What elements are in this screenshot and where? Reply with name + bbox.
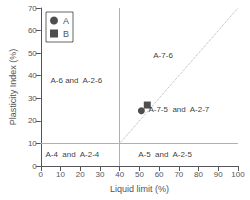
svg-text:Liquid limit (%): Liquid limit (%) <box>110 184 169 194</box>
svg-text:60: 60 <box>28 26 37 35</box>
svg-text:A-6 and A-2-6: A-6 and A-2-6 <box>50 76 102 85</box>
svg-text:40: 40 <box>28 71 37 80</box>
svg-text:40: 40 <box>115 170 124 179</box>
svg-text:60: 60 <box>155 170 164 179</box>
svg-text:50: 50 <box>28 49 37 58</box>
svg-text:A: A <box>63 16 69 26</box>
svg-text:70: 70 <box>174 170 183 179</box>
svg-text:0: 0 <box>39 170 44 179</box>
svg-text:80: 80 <box>194 170 203 179</box>
svg-text:A-7-6: A-7-6 <box>153 51 173 60</box>
svg-text:A-4 and A-2-4: A-4 and A-2-4 <box>45 150 99 159</box>
svg-text:Plasticity Index (%): Plasticity Index (%) <box>8 49 18 126</box>
svg-text:30: 30 <box>96 170 105 179</box>
svg-text:50: 50 <box>135 170 144 179</box>
svg-text:0: 0 <box>32 162 37 171</box>
svg-text:A-7-5 and A-2-7: A-7-5 and A-2-7 <box>148 105 209 114</box>
svg-text:A-5 and A-2-5: A-5 and A-2-5 <box>138 150 192 159</box>
svg-text:B: B <box>63 29 69 39</box>
svg-text:30: 30 <box>28 94 37 103</box>
svg-text:20: 20 <box>76 170 85 179</box>
svg-text:70: 70 <box>28 4 37 13</box>
svg-text:10: 10 <box>56 170 65 179</box>
svg-text:20: 20 <box>28 116 37 125</box>
svg-text:10: 10 <box>28 139 37 148</box>
svg-text:90: 90 <box>214 170 223 179</box>
svg-text:100: 100 <box>231 170 245 179</box>
